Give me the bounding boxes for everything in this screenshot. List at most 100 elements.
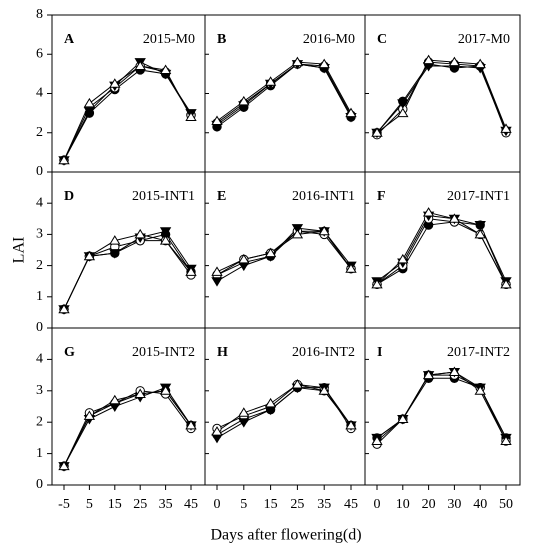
marker bbox=[500, 123, 512, 133]
series-line bbox=[216, 227, 352, 282]
panel-title: 2015-INT2 bbox=[132, 345, 195, 360]
marker bbox=[185, 266, 197, 276]
x-tick-label: 35 bbox=[159, 497, 173, 512]
marker bbox=[397, 413, 409, 424]
series-line bbox=[63, 233, 192, 310]
y-tick-label: 8 bbox=[36, 7, 43, 22]
series-line bbox=[376, 61, 507, 136]
y-tick-label: 2 bbox=[36, 125, 43, 140]
marker bbox=[422, 207, 435, 217]
x-tick-label: 5 bbox=[240, 497, 247, 512]
series-line bbox=[376, 215, 507, 282]
marker bbox=[159, 64, 172, 74]
panel-letter: I bbox=[377, 345, 382, 360]
marker bbox=[83, 250, 96, 261]
series-line bbox=[63, 61, 192, 161]
x-tick-label: 40 bbox=[473, 497, 487, 512]
panel-letter: C bbox=[377, 32, 387, 47]
series-line bbox=[216, 230, 352, 276]
marker bbox=[291, 56, 304, 67]
marker bbox=[185, 111, 197, 122]
series-line bbox=[216, 383, 352, 429]
marker bbox=[211, 277, 223, 287]
x-tick-label: -5 bbox=[58, 497, 70, 512]
marker bbox=[134, 388, 146, 398]
series-line bbox=[376, 63, 507, 134]
y-tick-label: 0 bbox=[36, 477, 43, 492]
y-tick-label: 3 bbox=[36, 383, 43, 398]
y-tick-label: 1 bbox=[36, 289, 43, 304]
marker bbox=[159, 227, 172, 237]
marker bbox=[397, 107, 409, 118]
x-tick-label: 15 bbox=[108, 497, 122, 512]
series-line bbox=[376, 377, 507, 439]
y-tick-label: 2 bbox=[36, 258, 43, 273]
marker bbox=[109, 249, 121, 259]
marker bbox=[345, 263, 357, 273]
marker bbox=[448, 213, 461, 223]
marker bbox=[109, 394, 121, 405]
series-line bbox=[63, 390, 192, 467]
marker bbox=[474, 228, 486, 239]
y-tick-label: 4 bbox=[36, 352, 43, 367]
series-line bbox=[376, 374, 507, 445]
panel-letter: H bbox=[217, 345, 228, 360]
marker bbox=[291, 224, 304, 234]
panel-title: 2015-INT1 bbox=[132, 189, 195, 204]
y-tick-label: 2 bbox=[36, 414, 43, 429]
marker bbox=[371, 435, 383, 446]
series-line bbox=[216, 63, 352, 124]
panel-letter: E bbox=[217, 189, 226, 204]
x-tick-label: 15 bbox=[264, 497, 278, 512]
marker bbox=[238, 407, 250, 417]
y-tick-label: 4 bbox=[36, 86, 43, 101]
marker bbox=[159, 235, 172, 245]
marker bbox=[345, 107, 357, 118]
panel-title: 2017-M0 bbox=[458, 32, 510, 47]
series-line bbox=[63, 240, 192, 310]
y-tick-label: 0 bbox=[36, 164, 43, 179]
marker bbox=[291, 228, 304, 239]
panel-title: 2017-INT2 bbox=[447, 345, 510, 360]
marker bbox=[500, 435, 512, 446]
marker bbox=[291, 379, 304, 389]
marker bbox=[159, 385, 172, 395]
marker bbox=[318, 58, 330, 69]
marker bbox=[238, 95, 250, 106]
panel-title: 2015-M0 bbox=[143, 32, 195, 47]
series-line bbox=[216, 383, 352, 433]
x-tick-label: 35 bbox=[317, 497, 331, 512]
panel-letter: B bbox=[217, 32, 226, 47]
marker bbox=[238, 253, 250, 264]
series-line bbox=[376, 371, 507, 439]
marker bbox=[58, 154, 70, 165]
marker bbox=[83, 410, 96, 420]
x-tick-label: 0 bbox=[214, 497, 221, 512]
x-tick-label: 25 bbox=[133, 497, 147, 512]
panel-title: 2016-M0 bbox=[303, 32, 355, 47]
series-line bbox=[216, 387, 352, 436]
marker bbox=[422, 54, 435, 65]
x-tick-label: 0 bbox=[374, 497, 381, 512]
marker bbox=[58, 460, 70, 471]
marker bbox=[83, 107, 96, 117]
marker bbox=[422, 369, 435, 380]
x-axis-label: Days after flowering(d) bbox=[210, 527, 361, 544]
marker bbox=[109, 78, 121, 88]
marker bbox=[134, 60, 146, 71]
marker bbox=[109, 235, 121, 245]
marker bbox=[474, 58, 486, 69]
x-tick-label: 30 bbox=[447, 497, 461, 512]
marker bbox=[371, 278, 383, 289]
x-tick-label: 20 bbox=[422, 497, 436, 512]
marker bbox=[211, 115, 223, 125]
marker bbox=[474, 221, 486, 231]
marker bbox=[211, 266, 223, 276]
panel-title: 2016-INT1 bbox=[292, 189, 355, 204]
series-line bbox=[63, 65, 192, 161]
panel-letter: D bbox=[64, 189, 74, 204]
marker bbox=[58, 303, 70, 314]
y-tick-label: 6 bbox=[36, 46, 43, 61]
y-tick-label: 4 bbox=[36, 195, 43, 210]
